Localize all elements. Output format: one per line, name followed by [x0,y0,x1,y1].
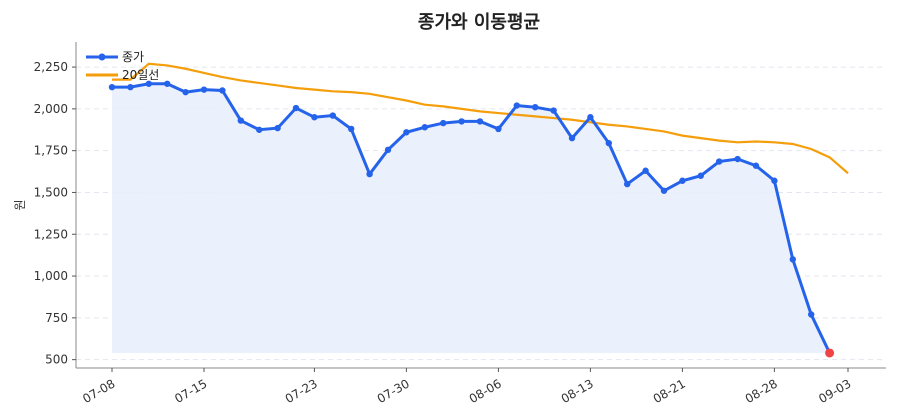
close-price-marker [476,118,484,125]
close-price-marker [808,311,815,318]
x-tick-label: 08-28 [743,376,780,406]
close-price-marker [550,107,557,114]
chart-title: 종가와 이동평균 [418,12,540,33]
y-tick-label: 500 [45,353,68,367]
x-tick-label: 09-03 [816,376,853,406]
y-tick-label: 2,250 [34,60,68,74]
x-tick-label: 08-21 [651,376,688,406]
close-price-last-marker [825,348,835,358]
close-price-marker [697,172,704,179]
y-axis-ticks: 500 750 1,000 1,250 1,500 1,750 2,000 2,250 [34,60,76,367]
close-price-marker [145,80,152,87]
y-tick-label: 1,500 [34,185,68,199]
x-tick-label: 08-06 [467,376,504,406]
close-price-marker [513,102,520,109]
close-price-marker [108,83,116,91]
series-layer [108,62,849,358]
close-price-marker [734,155,741,163]
close-price-marker [568,134,576,142]
y-tick-label: 750 [45,311,68,325]
close-price-marker [348,125,355,133]
close-price-marker [219,87,226,94]
close-price-marker [311,114,318,121]
close-price-marker [403,129,410,136]
close-price-marker [384,146,392,154]
close-price-marker [274,124,281,132]
close-price-marker [256,126,263,133]
legend-marker-close [98,53,106,61]
close-price-marker [127,83,134,91]
close-price-marker [292,104,300,112]
y-axis-label: 원 [13,199,27,210]
close-price-marker [182,88,189,96]
close-price-marker [679,177,686,184]
close-price-marker [329,112,336,119]
legend-label-ma20: 20일선 [122,68,159,82]
close-price-marker [458,118,465,125]
close-price-marker [495,125,502,133]
close-price-marker [532,104,539,111]
x-tick-label: 08-13 [559,376,596,406]
close-price-marker [200,86,208,93]
close-price-marker [164,80,171,87]
ma20-line [112,62,849,175]
x-tick-label: 07-30 [375,376,412,406]
close-price-line [112,82,831,354]
close-price-marker [624,180,631,188]
close-price-marker [752,162,760,169]
x-tick-label: 07-08 [80,376,117,406]
legend-label-close: 종가 [122,50,144,64]
y-tick-label: 1,250 [34,227,68,241]
close-price-marker [440,119,447,127]
close-price-area [112,83,830,353]
close-price-marker [716,158,723,165]
close-price-marker [237,117,244,124]
close-price-marker [642,167,649,174]
close-price-marker [660,187,668,194]
close-price-marker [366,170,373,178]
close-price-marker [789,256,796,263]
close-price-marker [605,139,612,147]
close-price-marker [421,124,428,131]
y-tick-label: 1,750 [34,144,68,158]
close-price-marker [771,177,778,184]
close-price-marker [587,114,594,121]
x-tick-label: 07-23 [283,376,320,406]
x-tick-label: 07-15 [172,376,209,406]
y-tick-label: 1,000 [34,269,68,283]
y-tick-label: 2,000 [34,102,68,116]
legend: 종가 20일선 [86,50,159,82]
x-axis-ticks: 07-08 07-15 07-23 07-30 08-06 08-13 08-21 08-28… [80,368,854,406]
axes [75,42,886,369]
